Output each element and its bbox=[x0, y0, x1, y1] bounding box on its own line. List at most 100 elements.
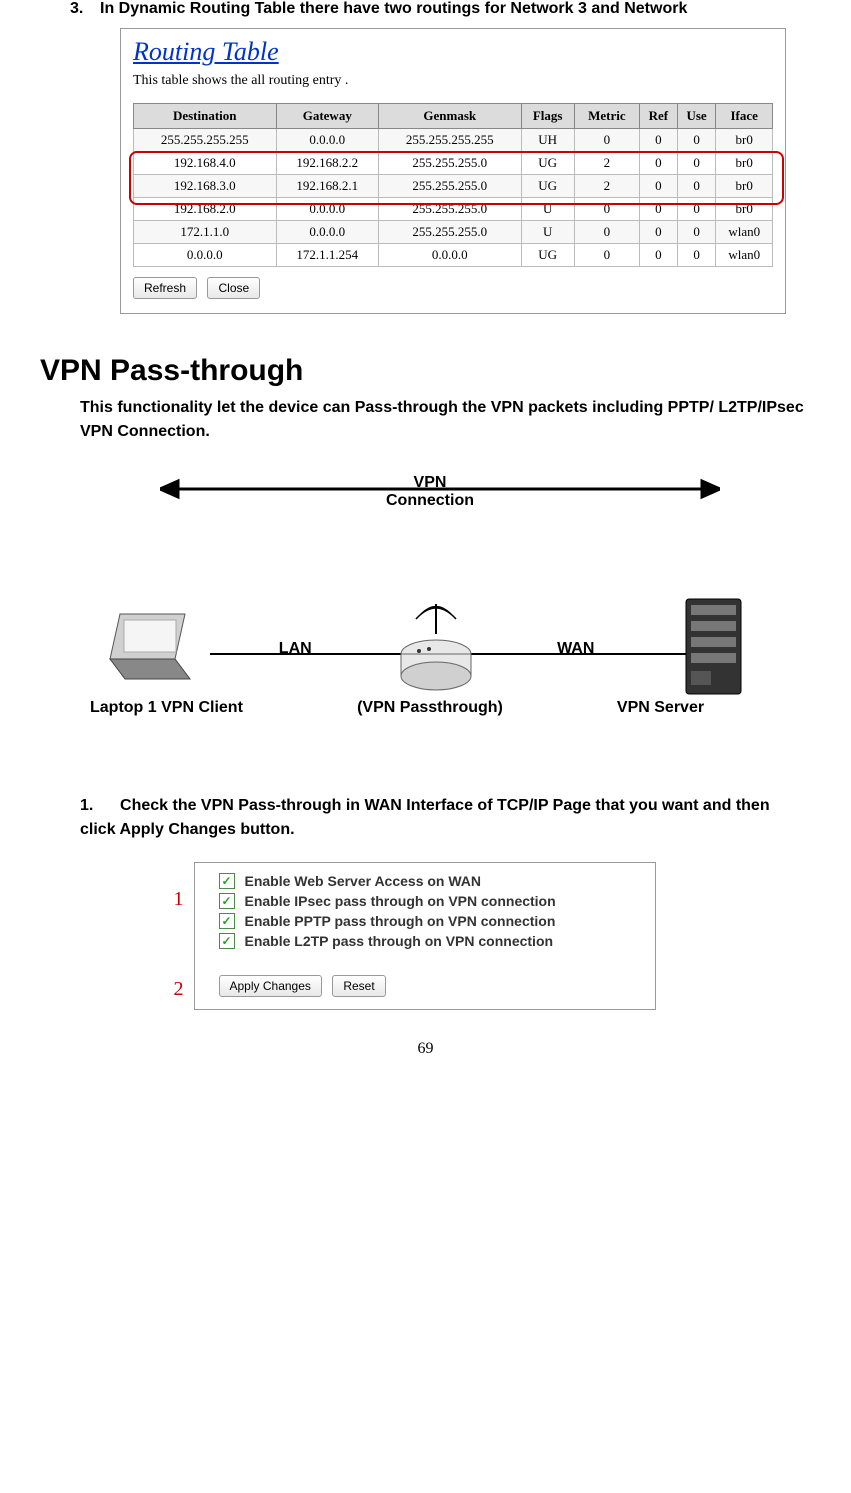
table-cell: 0.0.0.0 bbox=[276, 198, 379, 221]
table-header: Genmask bbox=[379, 104, 522, 129]
table-cell: 0 bbox=[640, 198, 678, 221]
table-cell: U bbox=[521, 198, 574, 221]
settings-label: Enable L2TP pass through on VPN connecti… bbox=[245, 933, 554, 949]
table-cell: wlan0 bbox=[716, 221, 773, 244]
annotation-2: 2 bbox=[174, 978, 184, 1001]
table-cell: 0 bbox=[677, 221, 716, 244]
checkbox[interactable]: ✓ bbox=[219, 893, 235, 909]
table-row: 0.0.0.0172.1.1.2540.0.0.0UG000wlan0 bbox=[134, 244, 773, 267]
table-header: Flags bbox=[521, 104, 574, 129]
table-cell: 0 bbox=[640, 221, 678, 244]
table-cell: 0.0.0.0 bbox=[134, 244, 277, 267]
apply-changes-button[interactable]: Apply Changes bbox=[219, 975, 322, 997]
settings-screenshot: ✓ Enable Web Server Access on WAN ✓ Enable … bbox=[194, 862, 656, 1010]
routing-subtitle: This table shows the all routing entry . bbox=[133, 73, 773, 89]
table-cell: 0 bbox=[640, 175, 678, 198]
table-cell: 0 bbox=[574, 129, 639, 152]
table-cell: 0 bbox=[574, 244, 639, 267]
table-cell: 0 bbox=[677, 175, 716, 198]
table-cell: 255.255.255.0 bbox=[379, 221, 522, 244]
table-cell: 0 bbox=[640, 152, 678, 175]
step-1: 1. Check the VPN Pass-through in WAN Int… bbox=[80, 794, 771, 842]
vpn-label: VPNConnection bbox=[360, 474, 500, 510]
table-row: 255.255.255.2550.0.0.0255.255.255.255UH0… bbox=[134, 129, 773, 152]
refresh-button[interactable]: Refresh bbox=[133, 277, 197, 299]
table-cell: 192.168.4.0 bbox=[134, 152, 277, 175]
table-header: Use bbox=[677, 104, 716, 129]
server-label: VPN Server bbox=[550, 699, 771, 717]
table-cell: UH bbox=[521, 129, 574, 152]
intro-item: 3.In Dynamic Routing Table there have tw… bbox=[70, 0, 811, 18]
settings-row: ✓ Enable Web Server Access on WAN bbox=[205, 871, 645, 891]
lan-label: LAN bbox=[265, 640, 325, 658]
routing-table-screenshot: Routing Table This table shows the all r… bbox=[120, 28, 786, 314]
table-cell: 192.168.3.0 bbox=[134, 175, 277, 198]
checkbox[interactable]: ✓ bbox=[219, 873, 235, 889]
table-cell: 0 bbox=[677, 198, 716, 221]
settings-label: Enable Web Server Access on WAN bbox=[245, 873, 482, 889]
table-cell: 0.0.0.0 bbox=[379, 244, 522, 267]
table-row: 172.1.1.00.0.0.0255.255.255.0U000wlan0 bbox=[134, 221, 773, 244]
table-cell: br0 bbox=[716, 152, 773, 175]
page-number: 69 bbox=[40, 1040, 811, 1058]
table-cell: 2 bbox=[574, 175, 639, 198]
table-cell: 172.1.1.0 bbox=[134, 221, 277, 244]
router-label: (VPN Passthrough) bbox=[310, 699, 550, 717]
table-cell: 255.255.255.0 bbox=[379, 198, 522, 221]
table-row: 192.168.4.0192.168.2.2255.255.255.0UG200… bbox=[134, 152, 773, 175]
table-header: Iface bbox=[716, 104, 773, 129]
table-cell: 0.0.0.0 bbox=[276, 221, 379, 244]
intro-number: 3. bbox=[70, 0, 100, 18]
table-cell: 255.255.255.0 bbox=[379, 152, 522, 175]
table-cell: 192.168.2.0 bbox=[134, 198, 277, 221]
table-cell: UG bbox=[521, 244, 574, 267]
routing-table: DestinationGatewayGenmaskFlagsMetricRefU… bbox=[133, 103, 773, 267]
table-cell: U bbox=[521, 221, 574, 244]
table-header: Destination bbox=[134, 104, 277, 129]
table-cell: br0 bbox=[716, 129, 773, 152]
table-cell: 255.255.255.255 bbox=[379, 129, 522, 152]
vpn-diagram: VPNConnection LAN bbox=[80, 474, 771, 754]
settings-row: ✓ Enable IPsec pass through on VPN connec… bbox=[205, 891, 645, 911]
table-cell: 255.255.255.255 bbox=[134, 129, 277, 152]
section-body: This functionality let the device can Pa… bbox=[80, 396, 811, 444]
step-number: 1. bbox=[80, 797, 93, 814]
table-cell: 0 bbox=[677, 244, 716, 267]
close-button[interactable]: Close bbox=[207, 277, 260, 299]
routing-title: Routing Table bbox=[133, 37, 773, 67]
step-text: Check the VPN Pass-through in WAN Interf… bbox=[80, 797, 770, 838]
section-heading: VPN Pass-through bbox=[40, 354, 811, 388]
table-row: 192.168.3.0192.168.2.1255.255.255.0UG200… bbox=[134, 175, 773, 198]
laptop-label: Laptop 1 VPN Client bbox=[80, 699, 310, 717]
table-row: 192.168.2.00.0.0.0255.255.255.0U000br0 bbox=[134, 198, 773, 221]
router-icon bbox=[391, 599, 481, 699]
table-cell: 0 bbox=[574, 221, 639, 244]
wan-label: WAN bbox=[546, 640, 606, 658]
table-cell: UG bbox=[521, 152, 574, 175]
table-cell: br0 bbox=[716, 175, 773, 198]
table-cell: 2 bbox=[574, 152, 639, 175]
table-cell: 0 bbox=[574, 198, 639, 221]
table-header: Metric bbox=[574, 104, 639, 129]
table-header: Gateway bbox=[276, 104, 379, 129]
table-cell: 0 bbox=[640, 129, 678, 152]
table-cell: 192.168.2.1 bbox=[276, 175, 379, 198]
settings-row: ✓ Enable PPTP pass through on VPN connect… bbox=[205, 911, 645, 931]
annotation-1: 1 bbox=[174, 888, 184, 911]
reset-button[interactable]: Reset bbox=[332, 975, 385, 997]
table-cell: 0.0.0.0 bbox=[276, 129, 379, 152]
table-header: Ref bbox=[640, 104, 678, 129]
table-cell: 172.1.1.254 bbox=[276, 244, 379, 267]
checkbox[interactable]: ✓ bbox=[219, 933, 235, 949]
table-cell: 0 bbox=[677, 152, 716, 175]
intro-text: In Dynamic Routing Table there have two … bbox=[100, 0, 687, 17]
table-cell: br0 bbox=[716, 198, 773, 221]
table-cell: 255.255.255.0 bbox=[379, 175, 522, 198]
settings-label: Enable IPsec pass through on VPN connect… bbox=[245, 893, 556, 909]
checkbox[interactable]: ✓ bbox=[219, 913, 235, 929]
settings-label: Enable PPTP pass through on VPN connecti… bbox=[245, 913, 556, 929]
laptop-icon bbox=[90, 604, 200, 694]
table-cell: UG bbox=[521, 175, 574, 198]
table-cell: 0 bbox=[640, 244, 678, 267]
server-icon bbox=[671, 594, 761, 704]
